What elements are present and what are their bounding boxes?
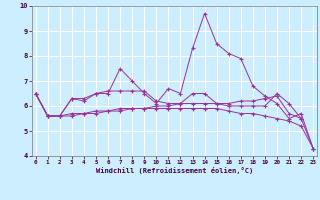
X-axis label: Windchill (Refroidissement éolien,°C): Windchill (Refroidissement éolien,°C) xyxy=(96,167,253,174)
